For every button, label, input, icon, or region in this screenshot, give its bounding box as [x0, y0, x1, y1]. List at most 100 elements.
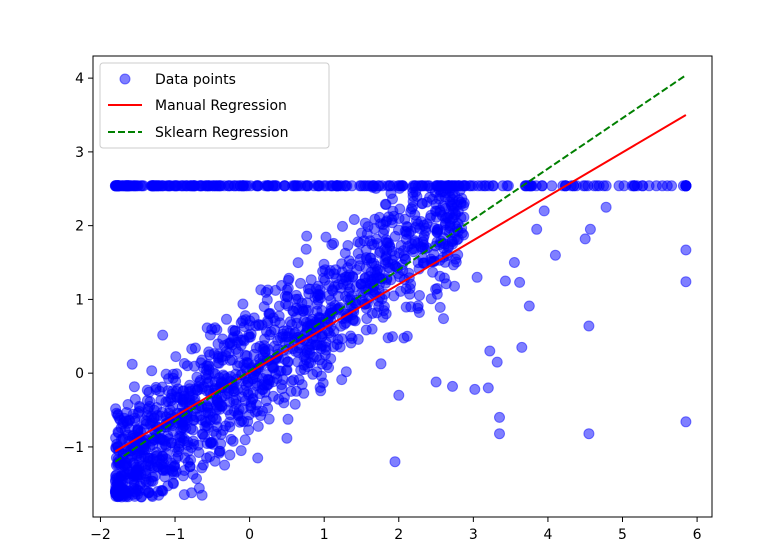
data-point	[393, 271, 405, 283]
data-point	[311, 290, 323, 302]
data-point	[384, 262, 396, 274]
data-point	[298, 387, 310, 399]
data-point	[526, 180, 537, 192]
data-point	[121, 457, 132, 469]
data-point	[143, 476, 155, 488]
x-tick-label: 1	[320, 527, 329, 543]
data-point	[167, 400, 179, 412]
data-point	[499, 275, 511, 287]
data-point	[363, 271, 375, 283]
data-point	[538, 205, 550, 217]
data-point	[431, 205, 442, 217]
y-tick-label: 4	[75, 71, 84, 87]
data-point	[327, 285, 339, 297]
data-point	[497, 180, 509, 192]
data-point	[414, 290, 425, 301]
data-point	[252, 452, 264, 464]
data-point	[122, 491, 134, 503]
data-point	[418, 219, 430, 231]
x-tick-label: 3	[469, 527, 478, 543]
data-point	[213, 348, 225, 360]
x-axis: −2 −1 0 1 2 3 4 5 6	[90, 517, 702, 543]
data-point	[170, 351, 182, 363]
legend: Data points Manual Regression Sklearn Re…	[99, 62, 330, 149]
data-point	[139, 438, 150, 450]
data-point	[283, 272, 295, 284]
data-point	[174, 437, 186, 449]
x-tick-label: 2	[394, 527, 403, 543]
data-point	[292, 257, 304, 269]
data-point	[472, 180, 484, 192]
data-point	[359, 180, 371, 192]
x-tick-label: −1	[165, 527, 186, 543]
data-point	[404, 288, 416, 300]
data-point	[323, 268, 335, 280]
data-point	[115, 180, 127, 192]
data-point	[484, 345, 496, 357]
data-point	[119, 424, 131, 436]
legend-label-manual-regression: Manual Regression	[155, 98, 287, 114]
data-point	[262, 180, 274, 192]
data-point	[295, 277, 306, 289]
data-point	[113, 472, 125, 484]
data-point	[133, 400, 145, 412]
manual-regression-line	[114, 114, 687, 453]
data-point	[112, 410, 124, 421]
regression-lines-layer	[114, 74, 687, 463]
data-point	[356, 227, 367, 239]
data-point	[112, 488, 124, 500]
data-point	[289, 398, 301, 410]
data-point	[126, 358, 138, 370]
data-point	[439, 191, 451, 203]
data-point	[438, 313, 449, 325]
data-point	[225, 409, 236, 421]
data-point	[222, 180, 234, 192]
data-point	[132, 180, 144, 192]
data-point	[579, 233, 591, 245]
data-point	[430, 283, 442, 295]
data-point	[531, 223, 543, 235]
data-point	[216, 401, 228, 412]
data-point	[276, 379, 287, 391]
data-point	[281, 432, 293, 444]
data-point	[290, 289, 302, 301]
data-point	[401, 221, 413, 232]
data-point	[379, 254, 391, 266]
data-point	[280, 331, 292, 343]
data-point	[248, 312, 260, 324]
data-point	[288, 374, 300, 386]
data-point	[167, 425, 179, 437]
data-point	[282, 413, 294, 425]
data-point	[238, 321, 250, 333]
data-point	[206, 436, 218, 448]
data-point	[263, 413, 275, 425]
data-point	[583, 320, 595, 332]
data-point	[248, 348, 260, 360]
data-point	[379, 198, 391, 210]
sklearn-regression-line	[114, 74, 687, 463]
x-tick-label: 4	[543, 527, 552, 543]
data-point	[184, 461, 196, 473]
y-tick-label: 2	[75, 219, 84, 235]
data-point	[183, 391, 195, 402]
data-point	[381, 237, 393, 249]
plot-content	[109, 74, 692, 503]
data-point	[213, 445, 225, 457]
data-point	[494, 428, 505, 440]
data-point	[508, 257, 520, 268]
data-point	[259, 345, 271, 357]
x-tick-label: −2	[90, 527, 111, 543]
data-point	[593, 180, 605, 192]
data-point	[257, 405, 268, 417]
data-point	[243, 329, 255, 341]
data-point	[382, 332, 394, 344]
data-point	[189, 342, 201, 354]
data-point	[252, 420, 264, 432]
data-point	[300, 243, 312, 255]
data-point	[209, 455, 221, 467]
data-point	[425, 293, 437, 305]
data-point	[360, 324, 372, 336]
data-point	[613, 180, 625, 192]
data-point	[417, 236, 429, 248]
data-point	[258, 301, 270, 313]
